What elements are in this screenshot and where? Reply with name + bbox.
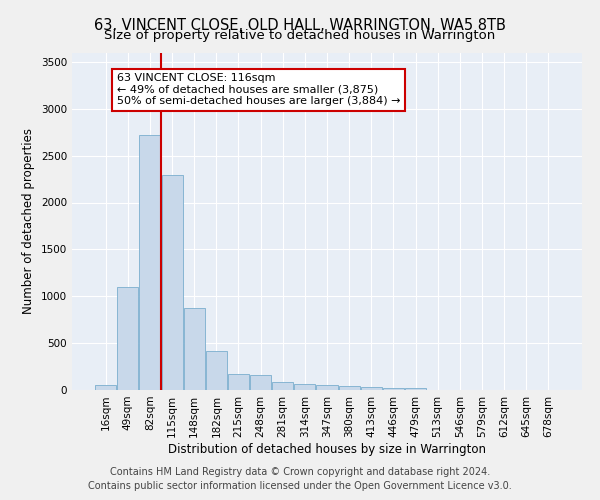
- Text: 63 VINCENT CLOSE: 116sqm
← 49% of detached houses are smaller (3,875)
50% of sem: 63 VINCENT CLOSE: 116sqm ← 49% of detach…: [117, 73, 400, 106]
- Text: Contains HM Land Registry data © Crown copyright and database right 2024.
Contai: Contains HM Land Registry data © Crown c…: [88, 467, 512, 491]
- Bar: [118, 287, 139, 390]
- Bar: [295, 384, 316, 390]
- Bar: [184, 308, 205, 390]
- Bar: [161, 176, 182, 390]
- Bar: [338, 386, 359, 390]
- Bar: [316, 385, 338, 390]
- Bar: [383, 388, 404, 390]
- X-axis label: Distribution of detached houses by size in Warrington: Distribution of detached houses by size …: [168, 442, 486, 456]
- Bar: [272, 382, 293, 390]
- Bar: [206, 350, 227, 390]
- Text: 63, VINCENT CLOSE, OLD HALL, WARRINGTON, WA5 8TB: 63, VINCENT CLOSE, OLD HALL, WARRINGTON,…: [94, 18, 506, 32]
- Bar: [95, 385, 116, 390]
- Bar: [139, 135, 160, 390]
- Bar: [228, 374, 249, 390]
- Y-axis label: Number of detached properties: Number of detached properties: [22, 128, 35, 314]
- Bar: [405, 388, 426, 390]
- Text: Size of property relative to detached houses in Warrington: Size of property relative to detached ho…: [104, 29, 496, 42]
- Bar: [361, 386, 382, 390]
- Bar: [250, 374, 271, 390]
